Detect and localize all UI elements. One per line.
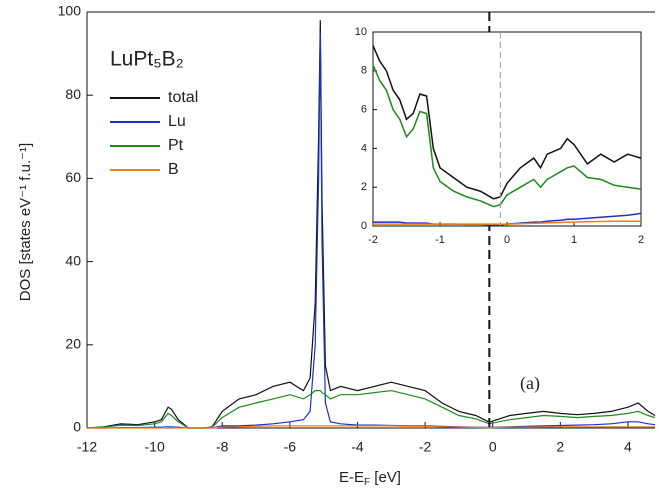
y-tick-label: 6 (361, 104, 367, 116)
x-tick-label: 4 (624, 439, 632, 455)
x-tick-label: -6 (284, 439, 297, 455)
x-tick-label: 0 (489, 439, 497, 455)
x-tick-label: 2 (638, 234, 644, 246)
y-tick-label: 100 (58, 3, 82, 19)
series-line (373, 220, 641, 225)
y-tick-label: 2 (361, 181, 367, 193)
x-tick-label: -2 (368, 234, 378, 246)
y-axis-label: DOS [states eV⁻¹ f.u.⁻¹] (17, 143, 34, 301)
x-tick-label: -10 (145, 439, 165, 455)
y-tick-label: 60 (65, 169, 81, 185)
y-tick-label: 0 (73, 419, 81, 435)
legend-label: Lu (168, 113, 186, 130)
x-tick-label: -2 (419, 439, 432, 455)
legend-label: Pt (168, 137, 184, 154)
y-tick-label: 20 (65, 336, 81, 352)
x-tick-label: 1 (571, 234, 577, 246)
x-label-main: E-E (339, 469, 364, 486)
x-label-sub: F (364, 477, 370, 488)
series-line (86, 20, 656, 429)
series-line (372, 64, 642, 208)
x-tick-label: 2 (556, 439, 564, 455)
y-tick-label: 8 (361, 65, 367, 77)
series-line (86, 389, 656, 429)
inset-frame (372, 31, 642, 227)
y-tick-label: 10 (355, 26, 367, 38)
series-line (373, 212, 642, 226)
x-label-unit: [eV] (370, 469, 401, 486)
annotation: (a) (520, 373, 540, 394)
legend-label: total (168, 89, 198, 106)
y-tick-label: 4 (361, 142, 367, 154)
series-line (87, 32, 656, 429)
x-tick-label: -8 (216, 439, 229, 455)
x-tick-label: 0 (504, 234, 510, 246)
y-tick-label: 40 (65, 252, 81, 268)
x-tick-label: -4 (351, 439, 364, 455)
legend-title: LuPt₅B₂ (110, 48, 184, 71)
x-tick-label: -1 (435, 234, 445, 246)
x-tick-label: -12 (77, 439, 97, 455)
x-axis-label: E-EF [eV] (339, 469, 401, 488)
y-tick-label: 80 (65, 86, 81, 102)
series-line (87, 425, 655, 429)
y-tick-label: 0 (361, 220, 367, 232)
legend-label: B (168, 161, 179, 178)
series-line (372, 45, 642, 200)
